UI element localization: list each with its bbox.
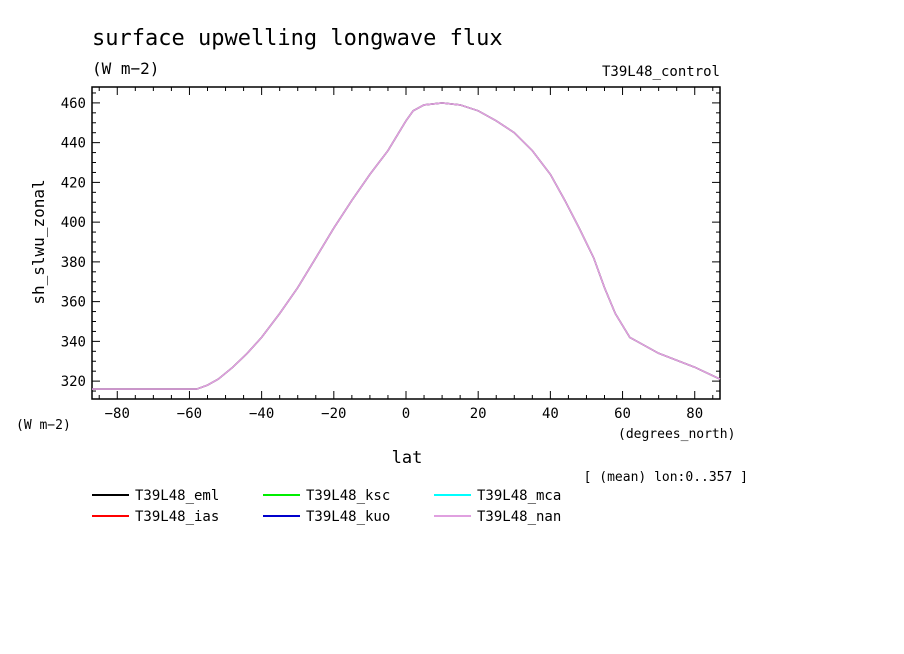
plot-frame	[91, 86, 721, 400]
legend-label: T39L48_ias	[135, 509, 219, 525]
y-axis-units: (W m−2)	[16, 418, 71, 433]
y-tick-label: 400	[61, 215, 86, 231]
x-tick-label: −20	[321, 406, 346, 422]
x-axis-label: lat	[392, 448, 423, 468]
x-tick-label: −40	[249, 406, 274, 422]
x-tick-label: 60	[614, 406, 631, 422]
x-tick-label: −80	[105, 406, 130, 422]
legend-label: T39L48_kuo	[306, 509, 390, 525]
legend-label: T39L48_ksc	[306, 488, 390, 504]
run-label: T39L48_control	[602, 64, 720, 80]
x-tick-label: 80	[686, 406, 703, 422]
y-tick-label: 360	[61, 295, 86, 311]
y-tick-label: 420	[61, 175, 86, 191]
averaging-note: [ (mean) lon:0..357 ]	[584, 470, 748, 485]
x-tick-label: 20	[470, 406, 487, 422]
x-tick-label: 40	[542, 406, 559, 422]
y-tick-label: 320	[61, 374, 86, 390]
y-tick-label: 380	[61, 255, 86, 271]
x-axis: −80 −60 −40 −20 0 20 40 60 80	[98, 87, 714, 422]
series-line-t39l48-eml	[92, 102, 721, 390]
plot-area: 320 340 360 380 400 420 440 460 −80 −60 −40 −20 0 20…	[61, 86, 721, 422]
chart-title: surface upwelling longwave flux	[92, 26, 503, 51]
y-axis-label: sh_slwu_zonal	[29, 179, 48, 304]
y-axis: 320 340 360 380 400 420 440 460	[61, 92, 720, 392]
x-axis-units: (degrees_north)	[618, 427, 735, 442]
series-lines	[92, 102, 721, 390]
x-tick-label: −60	[177, 406, 202, 422]
y-tick-label: 340	[61, 334, 86, 350]
legend: T39L48_eml T39L48_ksc T39L48_mca T39L48_ias…	[92, 488, 561, 525]
legend-label: T39L48_eml	[135, 488, 219, 504]
y-tick-label: 460	[61, 96, 86, 112]
chart-units: (W m−2)	[92, 59, 159, 78]
legend-label: T39L48_nan	[477, 509, 561, 525]
y-tick-label: 440	[61, 136, 86, 152]
x-tick-label: 0	[402, 406, 410, 422]
legend-label: T39L48_mca	[477, 488, 561, 504]
series-line-t39l48-nan	[92, 102, 721, 390]
